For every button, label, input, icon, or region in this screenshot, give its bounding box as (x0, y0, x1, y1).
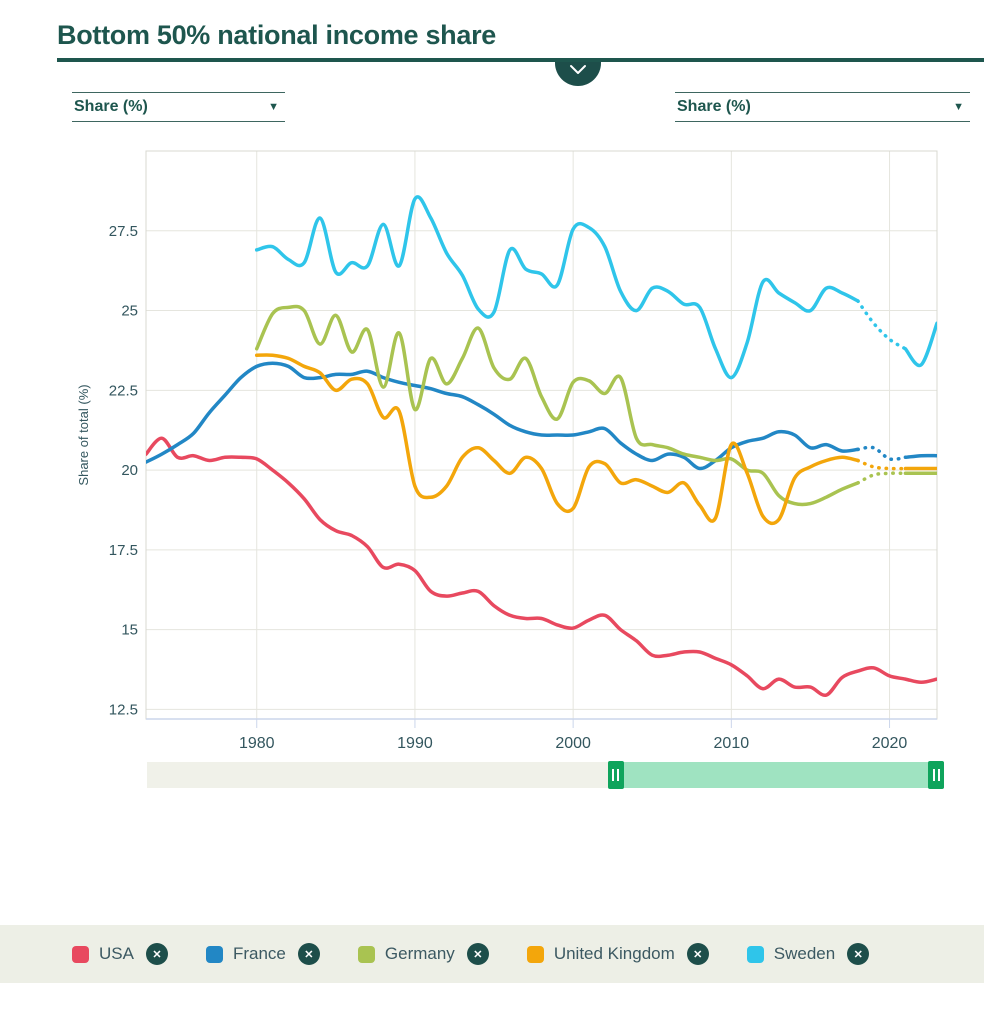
legend-label: USA (99, 944, 134, 963)
series-line-france[interactable] (146, 361, 860, 471)
dropdown-arrow-icon: ▼ (953, 100, 964, 113)
right-indicator-select-value: Share (%) (677, 98, 751, 115)
left-indicator-select-value: Share (%) (74, 98, 148, 115)
slider-handle-right[interactable] (928, 761, 944, 789)
x-tick-label: 2010 (714, 735, 750, 752)
chart-legend: USA ✕ France ✕ Germany ✕ United Kingdom ✕ Sweden… (0, 925, 984, 983)
legend-item-united-kingdom: United Kingdom ✕ (526, 943, 709, 965)
legend-swatch (526, 945, 544, 963)
series-line-germany[interactable] (254, 304, 860, 507)
legend-item-france: France ✕ (205, 943, 320, 965)
legend-label: Sweden (773, 944, 836, 963)
x-tick-label: 1990 (397, 735, 433, 752)
series-line-united-kingdom-estimated[interactable] (856, 458, 908, 471)
y-tick-label: 22.5 (109, 382, 138, 399)
series-line-france-estimated[interactable] (856, 445, 908, 462)
page-title: Bottom 50% national income share (57, 20, 496, 50)
legend-label: France (232, 944, 286, 963)
series-line-usa[interactable] (146, 436, 937, 698)
legend-item-germany: Germany ✕ (357, 943, 489, 965)
legend-label: United Kingdom (553, 944, 675, 963)
dropdown-arrow-icon: ▼ (268, 100, 279, 113)
x-tick-label: 2020 (872, 735, 908, 752)
y-tick-label: 12.5 (109, 701, 138, 718)
legend-item-usa: USA ✕ (72, 943, 168, 965)
chevron-down-icon (570, 65, 586, 74)
x-tick-label: 1980 (239, 735, 275, 752)
time-range-slider[interactable] (147, 761, 944, 789)
series-line-sweden[interactable] (903, 321, 937, 368)
y-tick-label: 27.5 (109, 223, 138, 240)
right-indicator-select[interactable]: Share (%) ▼ (675, 92, 970, 122)
legend-swatch (72, 945, 89, 963)
y-axis-title: Share of total (%) (76, 384, 91, 485)
legend-swatch (746, 945, 764, 963)
slider-handle-left[interactable] (607, 761, 624, 789)
series-line-sweden[interactable] (254, 195, 860, 380)
remove-series-button[interactable]: ✕ (466, 943, 489, 965)
remove-series-button[interactable]: ✕ (686, 943, 709, 965)
series-line-germany-estimated[interactable] (856, 471, 908, 485)
legend-item-sweden: Sweden ✕ (746, 943, 870, 965)
left-indicator-select[interactable]: Share (%) ▼ (72, 92, 285, 122)
y-tick-label: 17.5 (109, 542, 138, 559)
y-tick-label: 25 (121, 303, 138, 320)
y-tick-label: 15 (121, 622, 138, 639)
legend-label: Germany (384, 944, 455, 963)
remove-series-button[interactable]: ✕ (847, 943, 870, 965)
remove-series-button[interactable]: ✕ (297, 943, 320, 965)
legend-swatch (357, 945, 375, 963)
series-line-united-kingdom[interactable] (254, 353, 860, 526)
remove-series-button[interactable]: ✕ (145, 943, 168, 965)
title-divider (57, 58, 984, 62)
y-tick-label: 20 (121, 462, 138, 479)
time-range-selection[interactable] (614, 762, 944, 788)
series-line-france[interactable] (903, 453, 937, 460)
legend-swatch (205, 945, 223, 963)
x-tick-label: 2000 (555, 735, 591, 752)
series-line-sweden-estimated[interactable] (856, 299, 908, 351)
